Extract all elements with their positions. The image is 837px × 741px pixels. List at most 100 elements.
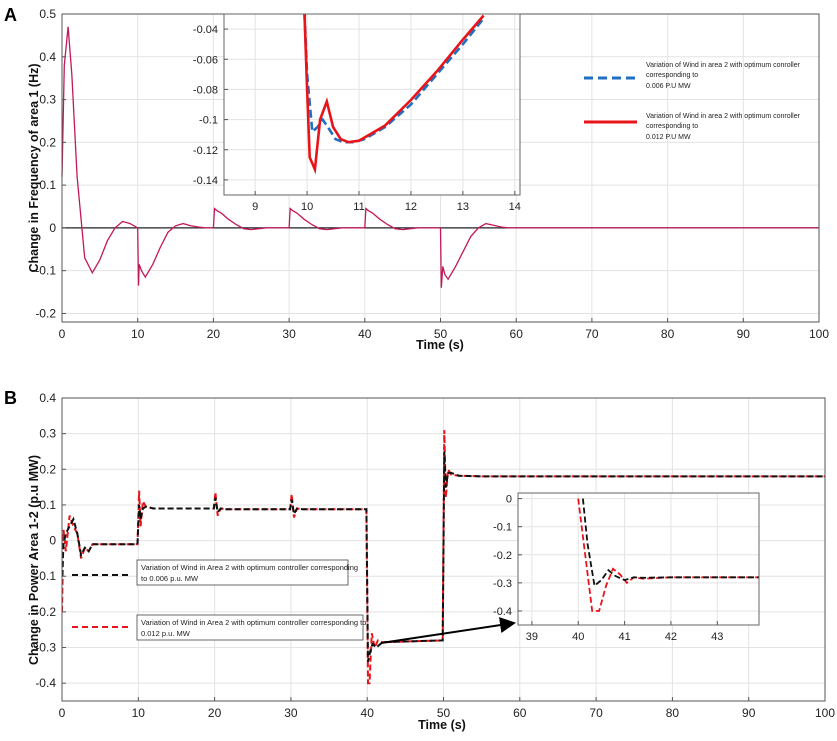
x-tick-label: 40 <box>572 631 584 643</box>
panel-b-lines <box>62 430 825 685</box>
y-tick-label: 0 <box>49 221 56 235</box>
y-tick-label: 0.2 <box>39 462 56 476</box>
x-tick-label: 9 <box>252 201 258 213</box>
inset-a-series-0 <box>303 14 485 144</box>
y-tick-label: 0 <box>49 534 56 548</box>
x-tick-label: 100 <box>815 706 835 720</box>
panel-b-inset-x-ticks: 39 40 41 42 43 <box>526 621 723 643</box>
series-a-segment-3 <box>288 207 365 231</box>
legend-b-box-2 <box>136 614 364 641</box>
legend-b-box-1 <box>136 559 349 586</box>
series-b-0 <box>62 451 825 663</box>
y-tick-label: -0.04 <box>193 24 218 36</box>
panel-b-x-axis-label: Time (s) <box>418 718 466 732</box>
panel-a-inset-y-ticks: -0.14 -0.12 -0.1 -0.08 -0.06 -0.04 <box>193 24 228 187</box>
y-tick-label: -0.06 <box>193 54 218 66</box>
inset-a-lines <box>303 14 485 175</box>
x-tick-label: 30 <box>282 327 296 341</box>
panel-a-inset-bg <box>224 14 520 195</box>
panel-a-series <box>61 26 819 288</box>
y-tick-label: -0.2 <box>35 306 56 320</box>
legend-a-text-2-line-3: 0.012 P.U MW <box>646 134 691 141</box>
panel-b-inset-box <box>517 492 760 626</box>
panel-b-y-axis-label: Change in Power Area 1-2 (p.u MW) <box>27 455 41 665</box>
legend-b-text-2-line-1: Variation of Wind in Area 2 with optimum… <box>141 618 366 627</box>
x-tick-label: 11 <box>353 201 364 213</box>
inset-b-series-1 <box>577 498 759 612</box>
series-a-segment-2 <box>212 207 290 231</box>
x-tick-label: 50 <box>437 706 451 720</box>
series-a-segment-0 <box>61 26 139 275</box>
zoom-arrow <box>380 617 516 644</box>
panel-a-inset-x-ticks: 9 10 11 12 13 14 <box>252 191 521 213</box>
panel-a-letter: A <box>4 5 17 25</box>
y-tick-label: -0.3 <box>493 578 512 590</box>
panel-b-inset-series <box>577 498 759 612</box>
x-tick-label: 40 <box>361 706 375 720</box>
panel-a-inset-box <box>223 13 521 196</box>
y-tick-label: 0.2 <box>39 135 56 149</box>
x-tick-label: 10 <box>131 327 145 341</box>
y-tick-label: 0.3 <box>39 93 56 107</box>
x-tick-label: 60 <box>510 327 524 341</box>
panel-a-x-ticks: 0 10 20 30 40 50 60 70 80 90 100 <box>59 318 829 341</box>
x-tick-label: 14 <box>509 201 521 213</box>
y-tick-label: -0.1 <box>35 264 56 278</box>
panel-b-series <box>62 430 825 685</box>
y-tick-label: 0.4 <box>39 391 56 405</box>
inset-b-series-0 <box>582 498 759 588</box>
x-tick-label: 70 <box>585 327 599 341</box>
panel-a-x-axis-label: Time (s) <box>416 338 464 352</box>
panel-b-inset-bg <box>518 493 759 625</box>
legend-b-text-1-line-2: to 0.006 p.u. MW <box>141 574 199 583</box>
y-tick-label: -0.4 <box>35 676 56 690</box>
y-tick-label: -0.1 <box>199 115 218 127</box>
panel-b-letter: B <box>4 388 17 408</box>
inset-a-series-1 <box>303 14 485 175</box>
x-tick-label: 60 <box>513 706 527 720</box>
panel-a-y-axis-label: Change in Frequency of area 1 (Hz) <box>27 63 41 272</box>
panel-a-inset: 9 10 11 12 13 14 -0.14 -0.12 -0.1 -0.08 -0.06 -0.0… <box>193 13 521 213</box>
panel-a-y-ticks: -0.2 -0.1 0 0.1 0.2 0.3 0.4 0.5 <box>35 7 66 320</box>
x-tick-label: 80 <box>661 327 675 341</box>
y-tick-label: -0.08 <box>193 84 218 96</box>
series-a-segment-5 <box>439 222 517 288</box>
y-tick-label: 0.1 <box>39 178 56 192</box>
panel-b-y-ticks: -0.4 -0.3 -0.2 -0.1 0 0.1 0.2 0.3 0.4 <box>35 391 66 690</box>
y-tick-label: 0.3 <box>39 427 56 441</box>
x-tick-label: 70 <box>589 706 603 720</box>
x-tick-label: 90 <box>742 706 756 720</box>
panel-b: B 0 10 20 30 40 50 60 70 80 90 100 -0.4-0.3-0.2-0.… <box>4 388 835 732</box>
y-tick-label: -0.2 <box>35 605 56 619</box>
x-tick-label: 80 <box>666 706 680 720</box>
legend-a-text-1-line-2: corresponding to <box>646 72 698 79</box>
x-tick-label: 39 <box>526 631 538 643</box>
y-tick-label: 0 <box>506 494 512 506</box>
x-tick-label: 40 <box>358 327 372 341</box>
panel-b-legend: Variation of Wind in Area 2 with optimum… <box>72 559 366 641</box>
series-a-segment-4 <box>364 207 441 231</box>
x-tick-label: 0 <box>59 327 66 341</box>
y-tick-label: -0.1 <box>35 569 56 583</box>
x-tick-label: 50 <box>434 327 448 341</box>
y-tick-label: 0.1 <box>39 498 56 512</box>
legend-b-text-1-line-1: Variation of Wind in Area 2 with optimum… <box>141 563 358 572</box>
y-tick-label: 0.5 <box>39 7 56 21</box>
x-tick-label: 100 <box>809 327 829 341</box>
y-tick-label: -0.4 <box>493 606 512 618</box>
panel-b-inset-grid <box>518 493 759 625</box>
panel-a-legend: Variation of Wind in area 2 with optimum… <box>584 62 801 141</box>
panel-b-inset: 39 40 41 42 43 -0.4 -0.3 -0.2 -0.1 0 <box>493 492 760 643</box>
x-tick-label: 13 <box>457 201 469 213</box>
panel-b-inset-y-ticks: -0.4 -0.3 -0.2 -0.1 0 <box>493 494 522 618</box>
legend-a-text-1-line-3: 0.006 P.U MW <box>646 83 691 90</box>
x-tick-label: 90 <box>737 327 751 341</box>
series-a-segment-1 <box>137 222 214 286</box>
x-tick-label: 41 <box>618 631 630 643</box>
x-tick-label: 42 <box>665 631 677 643</box>
y-tick-label: -0.14 <box>193 175 218 187</box>
x-tick-label: 30 <box>284 706 298 720</box>
y-tick-label: -0.3 <box>35 641 56 655</box>
legend-b-text-2-line-2: 0.012 p.u. MW <box>141 629 191 638</box>
